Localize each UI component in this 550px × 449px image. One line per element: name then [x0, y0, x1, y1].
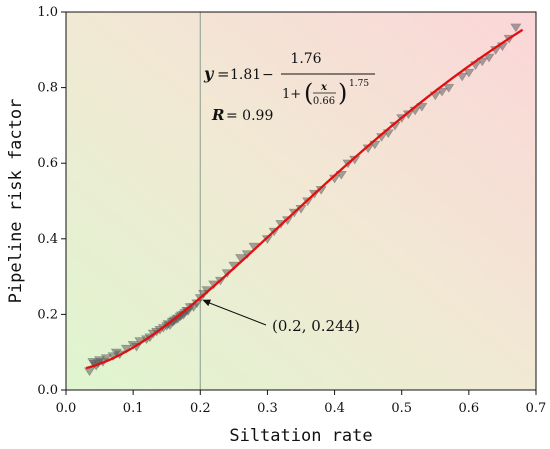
x-tick-label: 0.0 [56, 401, 77, 416]
svg-text:1.81: 1.81 [230, 67, 261, 83]
svg-text:): ) [338, 79, 347, 107]
x-tick-label: 0.4 [324, 401, 345, 416]
annotation-arrow [206, 301, 267, 326]
svg-text:1.75: 1.75 [349, 79, 369, 89]
y-tick-label: 0.4 [37, 232, 58, 247]
data-point [463, 68, 475, 78]
y-tick-label: 1.0 [37, 5, 58, 20]
x-tick-label: 0.6 [459, 401, 480, 416]
fit-curve [85, 28, 524, 370]
x-axis-title: Siltation rate [229, 426, 372, 446]
y-axis-title: Pipeline risk factor [6, 99, 26, 304]
svg-text:=: = [217, 65, 230, 83]
svg-text:= 0.99: = 0.99 [226, 108, 273, 124]
data-point [456, 72, 468, 82]
x-axis-ticks: 0.0 0.1 0.2 0.3 0.4 0.5 0.6 0.7 [56, 390, 547, 416]
data-point [436, 87, 448, 97]
r-value: R = 0.99 [211, 106, 273, 124]
svg-text:R: R [211, 106, 224, 124]
svg-text:1.76: 1.76 [290, 51, 321, 67]
annotation-label: (0.2, 0.244) [272, 317, 360, 335]
data-point [483, 53, 495, 63]
data-point [416, 102, 428, 112]
svg-text:x: x [320, 82, 328, 93]
fit-equation: y = 1.81 − 1.76 1+ ( x 0.66 ) 1.75 [203, 51, 375, 107]
svg-text:0.66: 0.66 [313, 96, 335, 107]
x-tick-label: 0.2 [190, 401, 211, 416]
svg-text:y: y [203, 64, 215, 83]
svg-text:(: ( [304, 79, 313, 107]
x-tick-label: 0.1 [123, 401, 144, 416]
y-tick-label: 0.8 [37, 81, 58, 96]
x-tick-label: 0.3 [257, 401, 278, 416]
x-tick-label: 0.5 [391, 401, 412, 416]
y-tick-label: 0.2 [37, 307, 58, 322]
svg-text:1+: 1+ [282, 87, 301, 102]
data-point [510, 23, 522, 33]
plot-frame [65, 11, 537, 391]
y-tick-label: 0.6 [37, 156, 58, 171]
data-point [443, 84, 455, 93]
annotation-arrowhead [202, 299, 212, 307]
y-tick-label: 0.0 [37, 383, 58, 398]
data-point [100, 354, 112, 363]
y-axis-ticks: 0.0 0.2 0.4 0.6 0.8 1.0 [37, 5, 66, 398]
svg-text:−: − [262, 67, 274, 83]
x-tick-label: 0.7 [526, 401, 547, 416]
